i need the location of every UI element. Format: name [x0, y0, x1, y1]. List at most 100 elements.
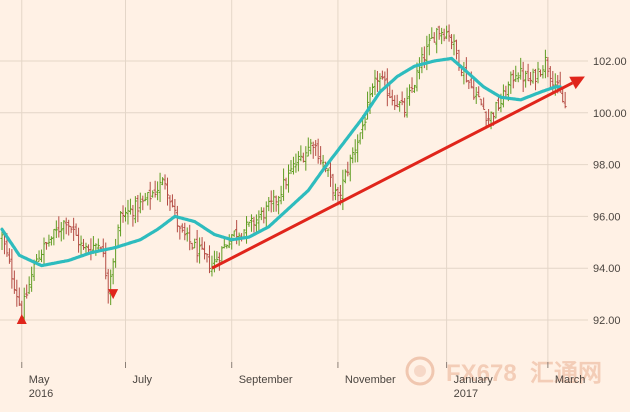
ohlc-bar-up	[333, 183, 337, 201]
ohlc-bar-up	[225, 244, 229, 249]
ohlc-bar-down	[7, 248, 11, 264]
ohlc-bar-down	[511, 69, 515, 89]
ohlc-bar-up	[543, 49, 547, 79]
ohlc-bar-up	[536, 61, 540, 84]
ohlc-bar-down	[190, 242, 194, 250]
ohlc-bar-up	[282, 168, 286, 201]
watermark-logo-icon	[405, 356, 435, 386]
y-tick-label: 102.00	[593, 56, 627, 68]
ohlc-bar-up	[287, 164, 291, 193]
ohlc-bar-down	[269, 190, 273, 213]
ohlc-bar-down	[262, 207, 266, 224]
ohlc-bar-down	[25, 284, 29, 299]
watermark-text: FX678	[446, 360, 517, 387]
ohlc-bar-up	[94, 243, 98, 256]
ohlc-bar-down	[534, 68, 538, 91]
ohlc-bar-down	[89, 238, 93, 261]
ohlc-bar-down	[203, 241, 207, 260]
ohlc-bar-up	[415, 62, 419, 92]
ohlc-bar-up	[408, 84, 412, 106]
ohlc-bar-up	[198, 237, 202, 264]
ohlc-bar-down	[484, 111, 488, 128]
ohlc-bar-up	[79, 235, 83, 256]
ohlc-bar-up	[341, 169, 345, 211]
ohlc-bar-up	[514, 65, 518, 83]
ohlc-bar-down	[10, 249, 14, 289]
signal-markers	[16, 289, 119, 324]
ohlc-bar-up	[398, 101, 402, 112]
ohlc-bar-down	[319, 146, 323, 165]
ohlc-bar-down	[67, 219, 71, 236]
ohlc-bar-up	[42, 237, 46, 265]
x-tick-year-label: 2017	[454, 388, 478, 400]
ohlc-bar-up	[138, 192, 142, 214]
ohlc-bar-up	[40, 249, 44, 263]
ohlc-bar-up	[49, 236, 53, 246]
ohlc-bar-up	[366, 91, 370, 120]
ohlc-bar-down	[64, 217, 68, 235]
ohlc-bar-down	[180, 223, 184, 233]
ohlc-bar-down	[477, 86, 481, 98]
ohlc-bar-up	[267, 196, 271, 212]
ohlc-bar-up	[541, 65, 545, 79]
ohlc-bar-down	[72, 217, 76, 241]
y-tick-label: 96.00	[593, 211, 621, 223]
ohlc-bar-up	[289, 160, 293, 175]
watermark-logo-inner-icon	[414, 365, 426, 377]
ohlc-bar-down	[163, 174, 167, 190]
ohlc-bar-up	[212, 250, 216, 273]
ohlc-bar-down	[178, 225, 182, 240]
ohlc-bar-up	[430, 27, 434, 39]
ohlc-bar-up	[435, 27, 439, 54]
ohlc-bar-down	[69, 226, 73, 233]
ohlc-bar-down	[316, 138, 320, 164]
ohlc-bar-up	[321, 154, 325, 169]
ohlc-bar-down	[331, 173, 335, 201]
x-tick-label: September	[239, 374, 293, 386]
ohlc-bar-down	[432, 32, 436, 43]
ohlc-bar-down	[383, 71, 387, 86]
ohlc-bar-up	[114, 238, 118, 268]
ohlc-bar-up	[291, 156, 295, 175]
ohlc-bar-up	[116, 224, 120, 248]
ohlc-bar-down	[467, 80, 471, 90]
ohlc-bar-down	[400, 91, 404, 106]
ohlc-bar-down	[106, 269, 110, 304]
ohlc-bar-up	[27, 276, 31, 295]
x-tick-label: July	[133, 374, 153, 386]
ohlc-bar-up	[259, 207, 263, 221]
ohlc-bar-down	[12, 270, 16, 294]
y-axis-ticks: 92.00 94.00 96.00 98.00 100.00 102.00	[593, 56, 627, 327]
ohlc-bar-up	[462, 62, 466, 85]
up-marker-icon	[16, 314, 27, 324]
ohlc-bar-down	[393, 95, 397, 110]
ohlc-bar-down	[136, 194, 140, 223]
ohlc-bar-up	[37, 250, 41, 262]
moving-average-line	[0, 56, 562, 268]
ohlc-bar-down	[77, 227, 81, 253]
ohlc-bar-up	[249, 214, 253, 232]
x-axis-ticks: May 2016 July September November January 2017 M…	[21, 362, 585, 400]
ohlc-bar-up	[247, 221, 251, 227]
ohlc-bar-down	[200, 237, 204, 250]
ohlc-bar-up	[348, 154, 352, 182]
ohlc-bar-up	[62, 220, 66, 240]
ohlc-bar-up	[128, 198, 132, 215]
grid-lines	[0, 0, 588, 362]
ohlc-bar-down	[131, 204, 135, 227]
ohlc-bar-up	[412, 84, 416, 93]
ohlc-bar-up	[304, 146, 308, 171]
ohlc-bar-up	[531, 68, 535, 84]
ohlc-bar-down	[329, 160, 333, 187]
ohlc-bar-up	[509, 71, 513, 94]
ohlc-bar-up	[296, 151, 300, 172]
ohlc-bar-up	[230, 234, 234, 250]
ohlc-bar-down	[529, 71, 533, 86]
ohlc-bar-down	[450, 34, 454, 50]
ohlc-bar-down	[403, 97, 407, 118]
ohlc-bar-up	[143, 192, 147, 202]
ohlc-bar-up	[161, 177, 165, 186]
ohlc-bar-up	[326, 167, 330, 177]
ohlc-bar-down	[410, 77, 414, 93]
